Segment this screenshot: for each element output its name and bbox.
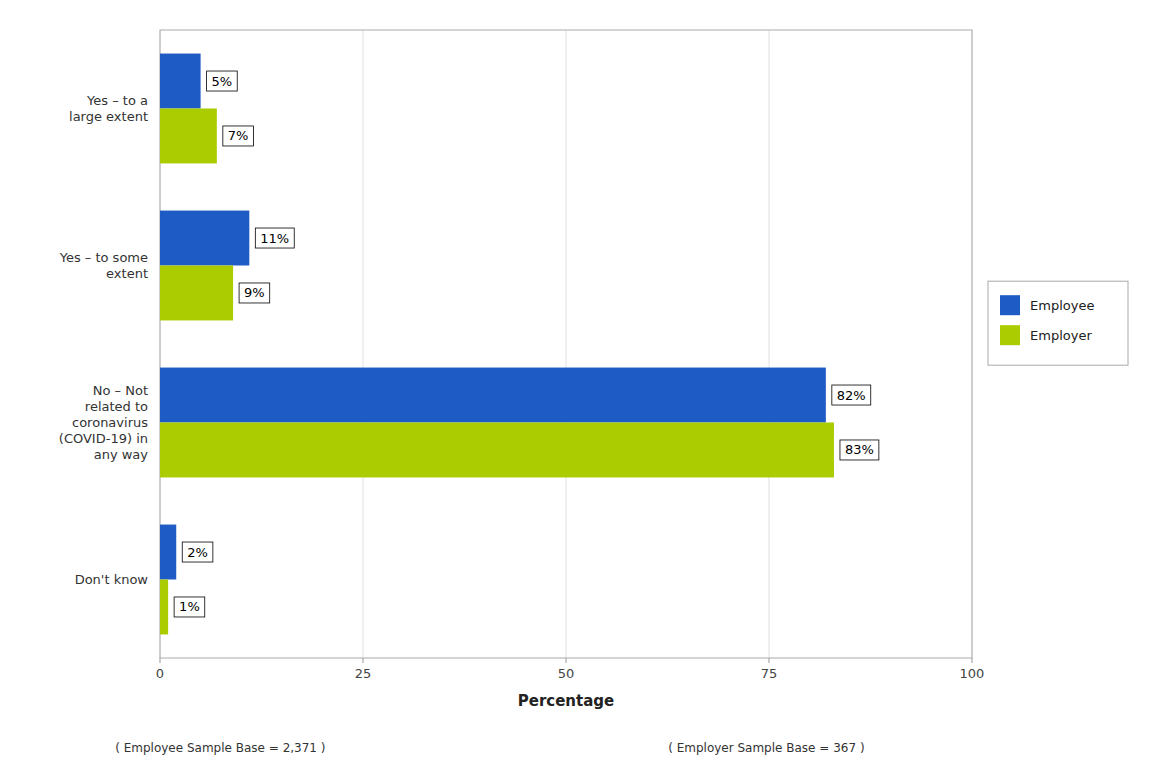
data-label-box: [832, 385, 871, 405]
bar: [160, 54, 201, 109]
data-label-group: 7%: [223, 126, 254, 146]
data-label: 11%: [260, 231, 289, 246]
x-tick-label: 50: [558, 666, 575, 681]
data-label: 83%: [845, 442, 874, 457]
bar: [160, 266, 233, 321]
category-label: Yes – to someextent: [59, 250, 148, 281]
data-label-group: 9%: [239, 283, 270, 303]
legend-frame: [988, 281, 1128, 365]
data-label: 82%: [837, 388, 866, 403]
data-label-group: 11%: [255, 228, 294, 248]
grid-line: [566, 30, 567, 658]
data-label: 5%: [212, 74, 233, 89]
category-label-line: No – Not: [93, 383, 148, 398]
data-label-box: [239, 283, 270, 303]
data-label-box: [182, 542, 213, 562]
data-label-group: 82%: [832, 385, 871, 405]
data-label-group: 2%: [182, 542, 213, 562]
data-label-group: 83%: [840, 440, 879, 460]
legend-label: Employer: [1030, 328, 1092, 343]
x-tick-label: 0: [156, 666, 164, 681]
x-tick: [566, 658, 567, 663]
footnote: ( Employee Sample Base = 2,371 ): [115, 741, 325, 755]
category-label-line: Don't know: [75, 572, 149, 587]
legend: Employee Employer: [988, 281, 1128, 365]
category-label-line: coronavirus: [72, 415, 148, 430]
bar: [160, 368, 826, 423]
x-tick-label: 100: [960, 666, 985, 681]
plot-frame: [160, 30, 972, 658]
category-label-line: (COVID-19) in: [59, 431, 148, 446]
bar: [160, 109, 217, 164]
bar: [160, 423, 834, 478]
bar: [160, 211, 249, 266]
data-label-box: [174, 597, 205, 617]
category-label: No – Notrelated tocoronavirus(COVID-19) …: [59, 383, 148, 462]
x-tick: [363, 658, 364, 663]
category-label-line: any way: [94, 447, 149, 462]
x-axis-label: Percentage: [518, 692, 615, 710]
category-label-line: large extent: [69, 109, 148, 124]
x-tick: [769, 658, 770, 663]
x-tick: [160, 658, 161, 663]
data-label: 1%: [179, 599, 200, 614]
data-label-box: [255, 228, 294, 248]
data-label: 9%: [244, 285, 265, 300]
category-label-line: extent: [106, 266, 148, 281]
category-label-line: Yes – to a: [86, 93, 148, 108]
grid: [160, 30, 972, 658]
bar: [160, 525, 176, 580]
legend-swatch: [1000, 295, 1020, 315]
grid-line: [363, 30, 364, 658]
category-label-line: Yes – to some: [59, 250, 148, 265]
legend-label: Employee: [1030, 298, 1094, 313]
x-tick-label: 75: [761, 666, 778, 681]
bars: [160, 54, 834, 635]
data-label-box: [223, 126, 254, 146]
data-label-group: 1%: [174, 597, 205, 617]
data-label-box: [207, 71, 238, 91]
data-label: 7%: [228, 128, 249, 143]
legend-swatch: [1000, 325, 1020, 345]
bar: [160, 580, 168, 635]
chart: 0 25 50 75 100 5% 7% 11% 9% 82% 83% 2% 1% Yes – to al…: [0, 0, 1152, 768]
footnote: ( Employer Sample Base = 367 ): [668, 741, 864, 755]
category-label: Yes – to alarge extent: [69, 93, 148, 124]
grid-line: [769, 30, 770, 658]
x-tick: [972, 658, 973, 663]
data-label-group: 5%: [207, 71, 238, 91]
category-label-line: related to: [85, 399, 148, 414]
x-tick-label: 25: [355, 666, 372, 681]
data-label-box: [840, 440, 879, 460]
category-label: Don't know: [75, 572, 149, 587]
data-label: 2%: [187, 545, 208, 560]
data-labels: 5% 7% 11% 9% 82% 83% 2% 1%: [174, 71, 879, 617]
